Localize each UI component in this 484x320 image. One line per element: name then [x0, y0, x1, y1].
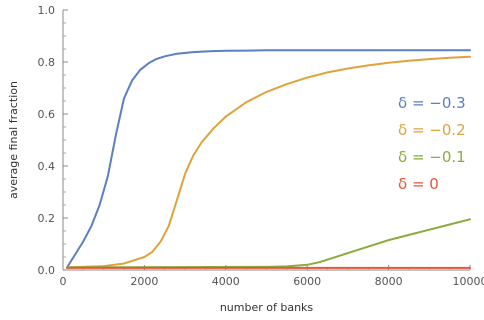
legend-entry-0: δ = −0.3 — [398, 94, 466, 112]
y-tick-label: 0.0 — [38, 264, 56, 277]
legend: δ = −0.3 δ = −0.2 δ = −0.1 δ = 0 — [398, 94, 466, 193]
y-tick-label: 0.2 — [38, 212, 56, 225]
x-tick-label: 4000 — [212, 275, 240, 288]
ticks: 0 2000 4000 6000 8000 10000 0.0 0.2 0.4 0.6 0.8 1.0 — [38, 4, 484, 288]
series-line-0 — [66, 49, 471, 269]
x-tick-label: 8000 — [375, 275, 403, 288]
y-tick-label: 1.0 — [38, 4, 56, 17]
legend-entry-3: δ = 0 — [398, 175, 439, 193]
y-tick-label: 0.8 — [38, 56, 56, 69]
axes — [62, 10, 470, 271]
y-axis-label: average final fraction — [7, 81, 20, 199]
x-tick-label: 2000 — [130, 275, 158, 288]
series-lines — [66, 49, 471, 269]
series-line-2 — [66, 218, 471, 269]
x-tick-label: 0 — [60, 275, 67, 288]
x-tick-label: 6000 — [293, 275, 321, 288]
y-tick-label: 0.4 — [38, 160, 56, 173]
legend-entry-2: δ = −0.1 — [398, 148, 466, 166]
x-axis-label: number of banks — [220, 301, 314, 314]
legend-entry-1: δ = −0.2 — [398, 121, 466, 139]
series-line-1 — [66, 55, 471, 269]
y-tick-label: 0.6 — [38, 108, 56, 121]
x-tick-label: 10000 — [453, 275, 484, 288]
